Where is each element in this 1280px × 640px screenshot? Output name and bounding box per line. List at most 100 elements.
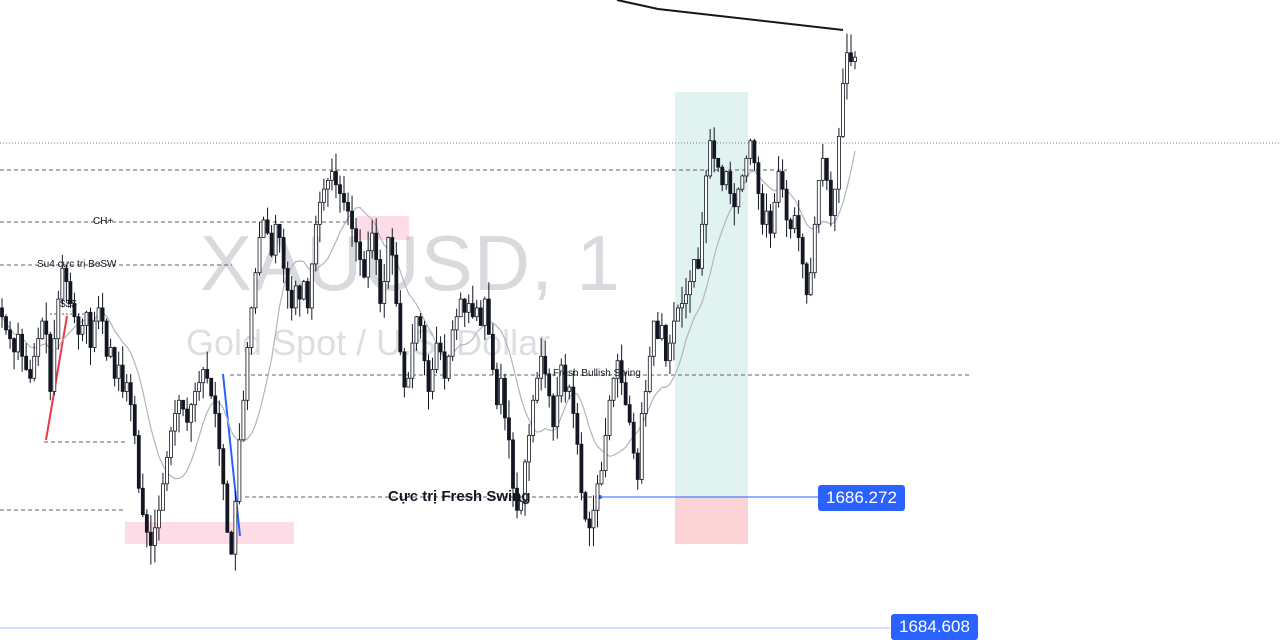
fresh-bullish-swing-label: Fresh Bullish Swing xyxy=(553,368,641,379)
candle-body xyxy=(478,307,483,326)
candle-body xyxy=(515,487,519,511)
ch-plus-label: CH+ xyxy=(93,216,114,227)
candle-body xyxy=(80,325,85,335)
candle-body xyxy=(140,487,145,516)
candle-body xyxy=(450,329,455,357)
candle-body xyxy=(812,223,817,274)
candle-body xyxy=(120,364,125,392)
candle-body xyxy=(623,382,628,406)
candle-body xyxy=(756,162,761,194)
candle-body xyxy=(157,509,161,529)
candle-body xyxy=(370,232,375,252)
candle-body xyxy=(768,210,773,234)
candle-body xyxy=(458,298,463,318)
candle-body xyxy=(334,171,338,186)
candle-body xyxy=(285,267,290,291)
candle-body xyxy=(539,355,544,379)
entry-price-tag[interactable]: 1686.272 xyxy=(818,485,905,511)
candle-body xyxy=(688,281,692,296)
candle-body xyxy=(44,320,49,335)
candle-body xyxy=(144,514,149,533)
candle-body xyxy=(430,369,435,392)
candle-body xyxy=(708,140,713,177)
candle-body xyxy=(297,285,302,300)
candle-body xyxy=(438,342,443,353)
candle-body xyxy=(486,298,491,335)
candle-body xyxy=(362,259,367,278)
candle-body xyxy=(692,259,696,282)
candle-body xyxy=(20,333,25,357)
candle-body xyxy=(213,395,218,414)
candle-body xyxy=(499,377,503,406)
candle-body xyxy=(426,360,431,392)
candle-body xyxy=(454,316,459,331)
candle-body xyxy=(350,210,354,230)
candle-body xyxy=(841,83,845,137)
stop-zone xyxy=(675,497,748,544)
candle-body xyxy=(56,298,61,340)
candle-body xyxy=(241,399,246,441)
candle-body xyxy=(615,360,620,379)
candle-body xyxy=(631,421,636,454)
candle-body xyxy=(185,408,189,423)
candle-body xyxy=(301,281,306,300)
candle-body xyxy=(338,184,342,194)
candle-body xyxy=(619,360,624,384)
candle-body xyxy=(599,470,604,485)
candle-body xyxy=(784,188,789,221)
candle-body xyxy=(124,382,129,392)
candle-body xyxy=(720,166,725,186)
candle-body xyxy=(732,193,737,208)
candle-body xyxy=(173,413,177,432)
candle-body xyxy=(748,140,753,159)
candle-body xyxy=(808,272,813,296)
candle-body xyxy=(527,435,531,463)
candle-body xyxy=(132,404,137,436)
candle-body xyxy=(84,311,89,326)
candle-body xyxy=(535,377,540,401)
candle-body xyxy=(261,219,266,238)
candle-body xyxy=(700,223,705,269)
candle-body xyxy=(177,399,181,414)
candle-body xyxy=(354,228,358,243)
candles-group xyxy=(0,33,857,571)
candle-body xyxy=(165,457,169,485)
candle-body xyxy=(100,307,105,322)
sss-label: $$$ xyxy=(60,299,77,310)
candle-body xyxy=(257,237,262,274)
candle-body xyxy=(237,439,242,502)
candle-body xyxy=(627,404,632,423)
candle-body xyxy=(205,369,210,379)
candle-body xyxy=(225,483,230,533)
candle-body xyxy=(112,347,117,379)
candle-body xyxy=(659,325,664,340)
candle-body xyxy=(563,364,568,392)
candle-body xyxy=(358,241,362,260)
candle-body xyxy=(643,391,648,414)
candle-body xyxy=(760,193,765,225)
candle-body xyxy=(611,377,616,401)
candle-body xyxy=(189,404,194,423)
candle-body xyxy=(8,329,12,340)
candle-body xyxy=(148,531,153,546)
candle-body xyxy=(293,285,298,309)
candle-body xyxy=(820,157,825,181)
candle-body xyxy=(277,223,282,238)
candle-body xyxy=(663,325,668,362)
candle-body xyxy=(152,527,157,546)
candle-body xyxy=(446,355,451,379)
candle-body xyxy=(680,303,684,309)
bottom-price-tag[interactable]: 1684.608 xyxy=(891,614,978,640)
candle-body xyxy=(16,333,20,353)
candle-body xyxy=(209,377,214,397)
candle-body xyxy=(394,254,399,304)
candle-body xyxy=(716,157,721,168)
candle-body xyxy=(245,347,250,401)
candle-body xyxy=(651,320,656,357)
candle-body xyxy=(309,263,314,309)
candle-body xyxy=(655,320,660,340)
candle-body xyxy=(253,272,258,309)
candle-body xyxy=(326,179,330,190)
candle-body xyxy=(607,399,612,436)
